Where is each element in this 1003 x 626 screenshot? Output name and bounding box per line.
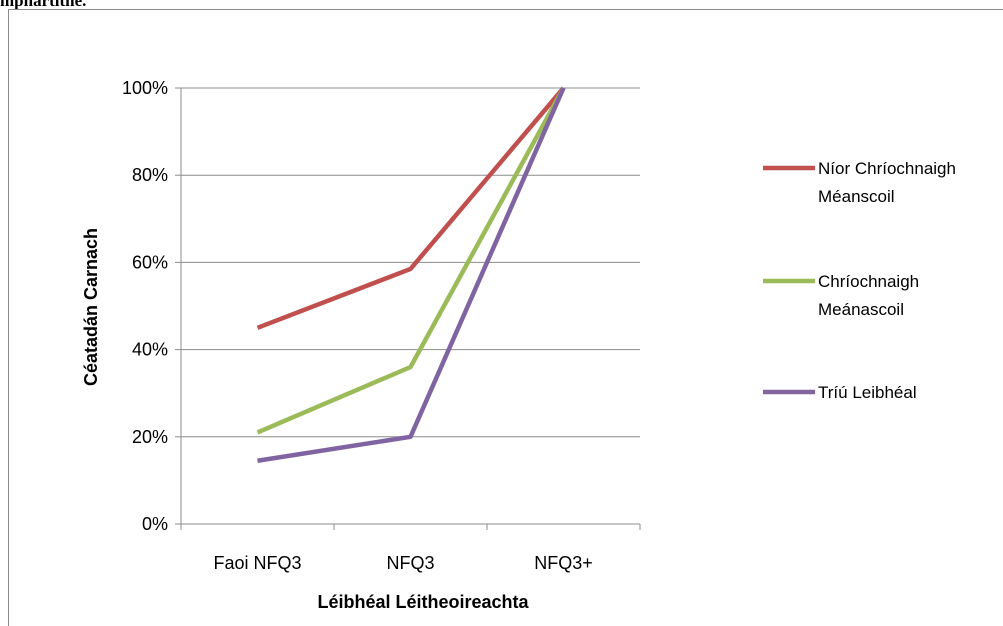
axes <box>175 87 641 530</box>
y-tick-label: 80% <box>132 165 168 185</box>
x-tick-labels: Faoi NFQ3 NFQ3 NFQ3+ <box>213 553 592 573</box>
legend-label: Níor Chríochnaigh <box>818 159 956 178</box>
y-tick-label: 0% <box>142 514 168 534</box>
y-axis-title: Céatadán Carnach <box>81 228 101 386</box>
legend: Níor Chríochnaigh Méanscoil Chríochnaigh Me… <box>763 159 956 402</box>
series-line-2 <box>256 86 566 435</box>
legend-label: Meánascoil <box>818 300 904 319</box>
x-axis-title: Léibhéal Léitheoireachta <box>317 592 529 612</box>
x-tick-label: Faoi NFQ3 <box>213 553 301 573</box>
y-tick-label: 60% <box>132 252 168 272</box>
y-tick-label: 100% <box>122 78 168 98</box>
y-tick-label: 20% <box>132 427 168 447</box>
x-tick-label: NFQ3 <box>386 553 434 573</box>
series-line-1 <box>256 86 566 330</box>
y-tick-label: 40% <box>132 340 168 360</box>
legend-label: Chríochnaigh <box>818 272 919 291</box>
series-line-3 <box>257 87 566 464</box>
header-text-fragment: mphártithe. <box>0 0 87 10</box>
chart-frame <box>8 9 1003 626</box>
gridlines <box>181 87 640 438</box>
legend-label: Tríú Leibhéal <box>818 383 917 402</box>
series-lines <box>256 86 566 464</box>
x-tick-label: NFQ3+ <box>534 553 593 573</box>
legend-label: Méanscoil <box>818 187 895 206</box>
y-tick-labels: 0% 20% 40% 60% 80% 100% <box>122 78 168 534</box>
